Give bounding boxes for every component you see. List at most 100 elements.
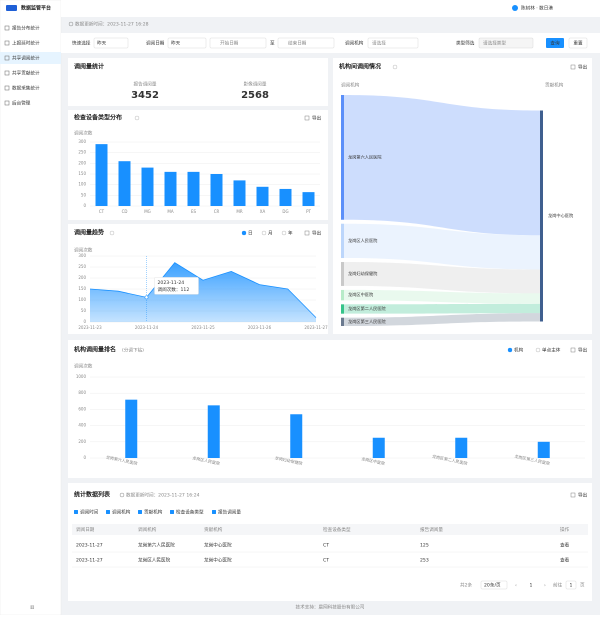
menu-item[interactable]: 后台管理 xyxy=(12,100,31,107)
node-label: 龙岗区人民医院 xyxy=(348,237,378,244)
menu-icon xyxy=(4,40,10,46)
date-input[interactable] xyxy=(277,37,335,49)
table-header-cell: 检查设备类型 xyxy=(323,526,351,533)
export[interactable]: 导出 xyxy=(312,230,322,237)
y-tick-label: 0 xyxy=(83,319,86,324)
flow xyxy=(344,289,540,304)
placeholder[interactable]: 开始日期 xyxy=(220,40,239,47)
flow xyxy=(344,223,540,270)
menu-icon xyxy=(4,100,10,106)
y-tick-label: 150 xyxy=(78,171,86,176)
button-label[interactable]: 重置 xyxy=(573,40,583,47)
select-value[interactable]: 昨天 xyxy=(97,40,107,47)
prev[interactable]: ‹ xyxy=(515,584,517,589)
select[interactable] xyxy=(93,37,129,49)
export[interactable]: 导出 xyxy=(578,64,588,71)
radio-label[interactable]: 年 xyxy=(288,230,293,237)
y-tick-label: 600 xyxy=(78,406,86,411)
export-icon xyxy=(304,230,310,236)
flow xyxy=(344,303,540,314)
node-label: 龙岗第六人民医院 xyxy=(348,153,382,160)
x-tick-label: CD xyxy=(122,209,128,214)
bar xyxy=(279,188,292,206)
radio[interactable] xyxy=(535,347,541,353)
select[interactable] xyxy=(167,37,207,49)
goto-unit: 页 xyxy=(580,583,585,589)
checkbox-label[interactable]: 贡献机构 xyxy=(144,509,163,516)
export[interactable]: 导出 xyxy=(578,347,588,354)
user[interactable]: 陈树林 · 数日港 xyxy=(521,5,553,12)
button-primary[interactable] xyxy=(546,38,564,48)
card-title: 调阅量趋势 xyxy=(74,229,104,237)
select[interactable] xyxy=(478,37,534,49)
radio[interactable] xyxy=(281,230,287,236)
goto-input[interactable] xyxy=(565,580,577,590)
stat-label: 报告调阅量 xyxy=(134,81,157,88)
radio-label[interactable]: 日 xyxy=(248,231,253,237)
radio-label[interactable]: 机构 xyxy=(514,347,524,354)
radio[interactable] xyxy=(507,347,513,353)
x-tick-label: PT xyxy=(306,209,311,214)
checkbox[interactable] xyxy=(138,510,142,514)
radio[interactable] xyxy=(261,230,267,236)
placeholder[interactable]: 结束日期 xyxy=(288,40,307,47)
card xyxy=(68,483,592,601)
menu-item[interactable]: 共享贡献统计 xyxy=(12,70,40,77)
checkbox-label[interactable]: 调阅机构 xyxy=(112,509,131,516)
collapse[interactable]: ▥ xyxy=(30,606,34,611)
page-current[interactable]: 1 xyxy=(530,583,533,589)
radio-label[interactable]: 月 xyxy=(268,231,273,237)
menu-item[interactable]: 报告分布统计 xyxy=(12,25,40,32)
axis-label: 调阅次数 xyxy=(74,363,93,370)
next[interactable]: › xyxy=(544,584,546,589)
bar xyxy=(302,192,315,206)
checkbox-label[interactable]: 调阅时间 xyxy=(80,509,99,516)
card-title: 机构间调阅情况 xyxy=(339,63,381,71)
checkbox-label[interactable]: 检查设备类型 xyxy=(176,509,204,516)
stat-value: 2568 xyxy=(241,90,269,101)
y-tick-label: 200 xyxy=(78,160,86,165)
x-tick-label: MR xyxy=(236,209,242,214)
export-icon xyxy=(570,64,576,70)
menu-item[interactable]: 数据采集统计 xyxy=(12,85,40,92)
column-label: 调阅机构 xyxy=(341,82,360,89)
page-size[interactable] xyxy=(480,580,508,590)
menu-item[interactable]: 上报延时统计 xyxy=(12,40,40,47)
checkbox[interactable] xyxy=(74,510,78,514)
bar xyxy=(118,161,131,206)
select[interactable] xyxy=(367,37,419,49)
export[interactable]: 导出 xyxy=(312,115,322,122)
card-title: 调阅量统计 xyxy=(74,63,104,71)
export[interactable]: 导出 xyxy=(578,492,588,499)
placeholder[interactable]: 请选择类型 xyxy=(483,40,506,47)
page-size-value[interactable]: 20条/页 xyxy=(484,582,501,589)
radio[interactable] xyxy=(241,230,247,236)
menu-item[interactable]: 共享调阅统计 xyxy=(12,55,40,62)
table-cell: 125 xyxy=(420,543,429,549)
radio-label[interactable]: 单点主体 xyxy=(542,347,561,354)
card-title: 检查设备类型分布 xyxy=(74,114,122,122)
bar xyxy=(455,437,468,458)
bar xyxy=(210,174,223,206)
x-tick-label: 2023-11-24 xyxy=(135,325,159,330)
y-tick-label: 800 xyxy=(78,390,86,395)
checkbox[interactable] xyxy=(170,510,174,514)
select-value[interactable]: 昨天 xyxy=(171,40,181,47)
table-cell[interactable]: 查看 xyxy=(560,557,570,564)
placeholder[interactable]: 请选择 xyxy=(372,40,386,47)
checkbox-label[interactable]: 报告调阅量 xyxy=(218,509,241,516)
checkbox[interactable] xyxy=(106,510,110,514)
menu-icon xyxy=(4,55,10,61)
goto-value[interactable]: 1 xyxy=(570,583,573,589)
button[interactable] xyxy=(568,37,588,49)
checkbox[interactable] xyxy=(212,510,216,514)
help-icon xyxy=(109,230,115,236)
y-tick-label: 300 xyxy=(78,139,86,144)
button-label[interactable]: 查询 xyxy=(550,40,560,47)
date-input[interactable] xyxy=(209,37,267,49)
table-cell[interactable]: 查看 xyxy=(560,542,570,549)
y-tick-label: 250 xyxy=(78,150,86,155)
export-icon xyxy=(570,347,576,353)
y-tick-label: 0 xyxy=(83,203,86,208)
